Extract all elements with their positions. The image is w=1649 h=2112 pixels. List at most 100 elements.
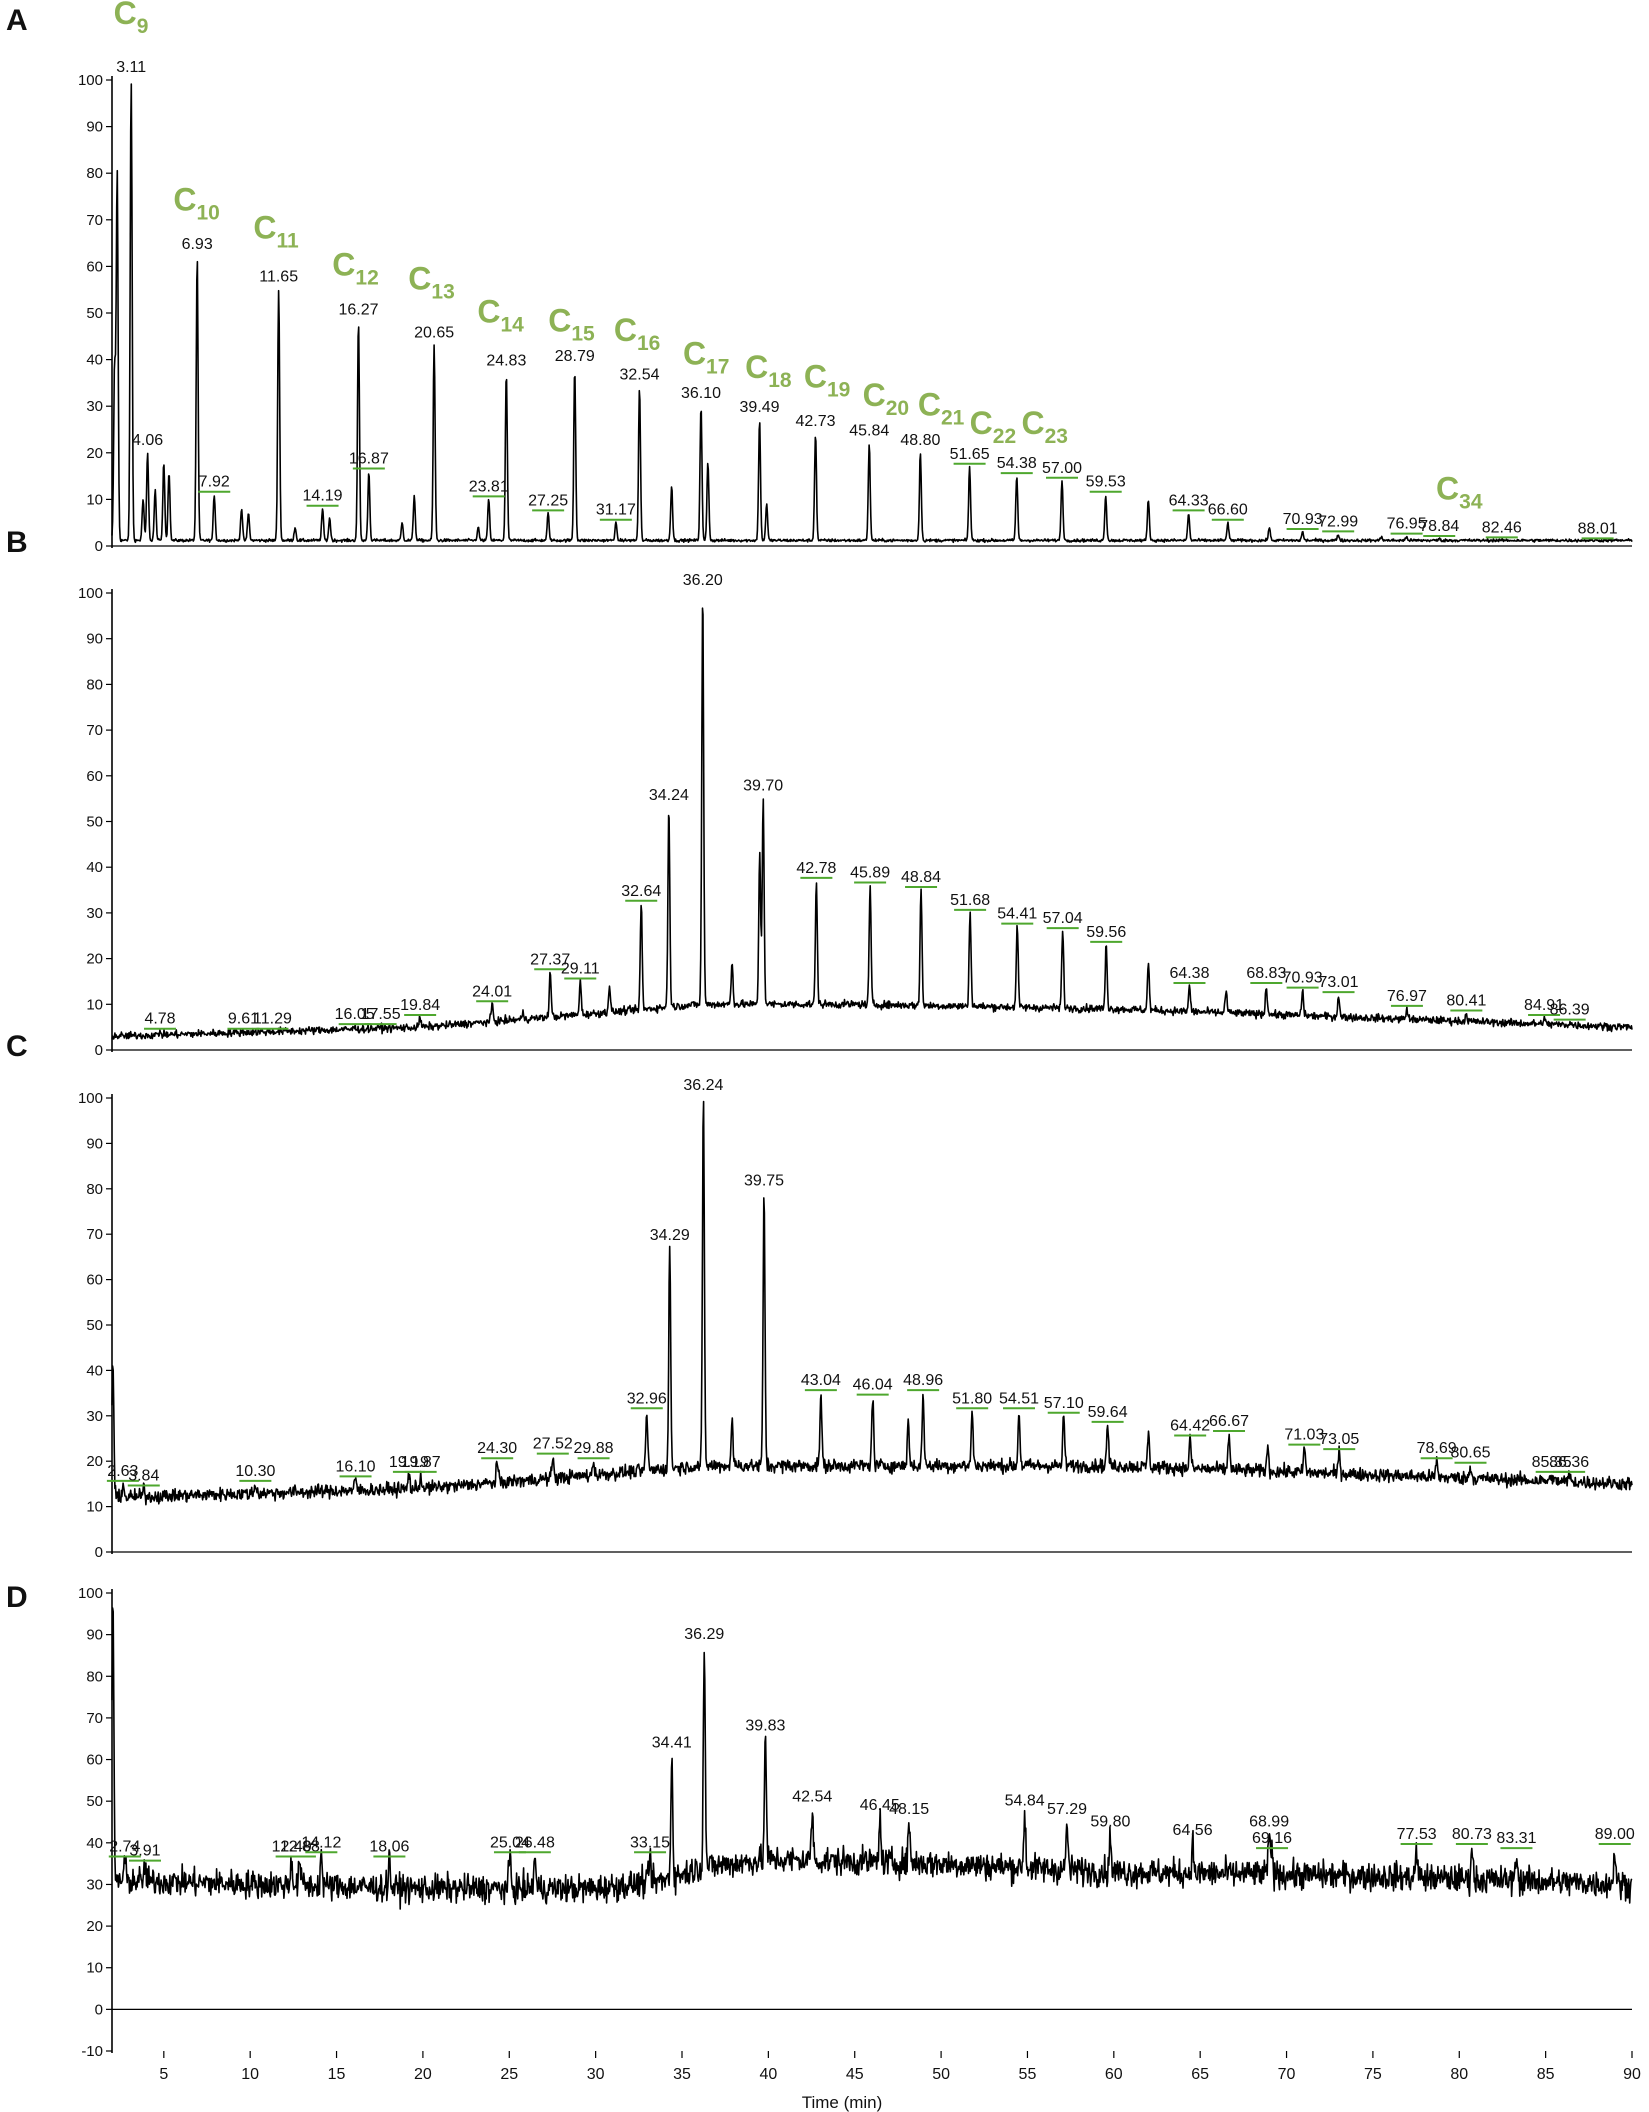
- peak-label: 76.97: [1387, 988, 1427, 1005]
- peak-label: 48.15: [889, 1801, 929, 1818]
- peak-label: 24.83: [486, 353, 526, 370]
- peak-label: 48.96: [903, 1372, 943, 1389]
- peak-label: 66.67: [1209, 1413, 1249, 1430]
- x-tick-label: 20: [414, 2066, 432, 2083]
- peak-label: 57.29: [1047, 1801, 1087, 1818]
- x-tick-label: 80: [1450, 2066, 1468, 2083]
- carbon-number-label: C18: [745, 349, 792, 392]
- chromatogram-trace: [111, 607, 1633, 1040]
- peak-label: 66.60: [1208, 502, 1248, 519]
- peak-label: 57.10: [1044, 1395, 1084, 1412]
- y-tick-label: 40: [86, 1362, 103, 1379]
- x-tick-label: 65: [1191, 2066, 1209, 2083]
- chromatogram-trace: [111, 83, 1633, 544]
- peak-label: 16.05: [335, 1006, 375, 1023]
- peak-label: 59.53: [1086, 474, 1126, 491]
- y-tick-label: 70: [86, 1710, 103, 1727]
- peak-label: 82.46: [1482, 519, 1522, 536]
- peak-label: 68.83: [1246, 965, 1286, 982]
- peak-label: 54.51: [999, 1390, 1039, 1407]
- y-tick-label: 60: [86, 768, 103, 785]
- carbon-number-label: C20: [863, 377, 909, 420]
- x-tick-label: 25: [500, 2066, 518, 2083]
- peak-label: 11.65: [259, 269, 298, 286]
- x-tick-label: 5: [159, 2066, 168, 2083]
- peak-label: 4.78: [144, 1011, 175, 1028]
- carbon-number-label: C9: [114, 0, 149, 38]
- peak-label: 54.38: [997, 455, 1037, 472]
- peak-label: 24.30: [477, 1440, 517, 1457]
- panel-label: C: [6, 1030, 28, 1063]
- peak-label: 68.99: [1249, 1813, 1289, 1830]
- peak-label: 10.30: [235, 1463, 275, 1480]
- peak-label: 9.61: [228, 1011, 259, 1028]
- y-tick-label: 50: [86, 814, 103, 831]
- peak-label: 48.80: [900, 432, 940, 449]
- peak-label: 70.93: [1283, 970, 1323, 987]
- x-tick-label: 70: [1278, 2066, 1296, 2083]
- peak-label: 4.06: [132, 432, 163, 449]
- peak-label: 42.54: [792, 1789, 832, 1806]
- carbon-number-label: C34: [1436, 470, 1483, 513]
- y-tick-label: 90: [86, 119, 103, 136]
- x-tick-label: 40: [759, 2066, 777, 2083]
- peak-label: 27.25: [528, 492, 568, 509]
- peak-label: 36.29: [684, 1626, 724, 1643]
- peak-label: 33.15: [630, 1834, 670, 1851]
- peak-label: 64.56: [1173, 1822, 1213, 1839]
- panel-label: A: [6, 4, 28, 37]
- peak-label: 27.52: [533, 1436, 573, 1453]
- y-tick-label: 60: [86, 1272, 103, 1289]
- peak-label: 19.19: [389, 1454, 429, 1471]
- y-tick-label: -10: [81, 2043, 103, 2060]
- peak-label: 39.70: [743, 778, 783, 795]
- peak-label: 23.81: [469, 478, 509, 495]
- peak-label: 59.64: [1088, 1404, 1128, 1421]
- y-tick-label: 0: [95, 1544, 103, 1561]
- peak-label: 70.93: [1283, 511, 1323, 528]
- peak-label: 86.39: [1550, 1002, 1590, 1019]
- peak-label: 32.96: [627, 1390, 667, 1407]
- x-tick-label: 90: [1623, 2066, 1641, 2083]
- y-tick-label: 100: [78, 72, 103, 89]
- peak-label: 43.04: [801, 1372, 841, 1389]
- peak-label: 27.37: [530, 951, 570, 968]
- peak-label: 36.24: [683, 1077, 723, 1094]
- peak-label: 36.20: [683, 572, 723, 589]
- peak-label: 36.10: [681, 385, 721, 402]
- peak-label: 78.84: [1419, 518, 1459, 535]
- x-tick-label: 15: [328, 2066, 346, 2083]
- peak-label: 42.78: [796, 860, 836, 877]
- carbon-number-label: C23: [1021, 405, 1067, 448]
- peak-label: 11.29: [253, 1011, 292, 1028]
- y-tick-label: 40: [86, 1835, 103, 1852]
- peak-label: 39.49: [740, 399, 780, 416]
- carbon-number-label: C16: [614, 312, 660, 355]
- peak-label: 48.84: [901, 869, 941, 886]
- y-tick-label: 80: [86, 1668, 103, 1685]
- x-tick-label: 10: [241, 2066, 259, 2083]
- carbon-number-label: C17: [683, 335, 729, 378]
- peak-label: 19.87: [401, 1454, 441, 1471]
- carbon-number-label: C11: [253, 209, 299, 252]
- peak-label: 80.41: [1446, 992, 1486, 1009]
- y-tick-label: 20: [86, 445, 103, 462]
- y-tick-label: 80: [86, 1181, 103, 1198]
- y-tick-label: 90: [86, 1135, 103, 1152]
- y-tick-label: 30: [86, 905, 103, 922]
- peak-label: 29.11: [561, 960, 600, 977]
- peak-label: 34.41: [652, 1734, 692, 1751]
- peak-label: 73.05: [1319, 1431, 1359, 1448]
- peak-label: 51.65: [950, 446, 990, 463]
- y-tick-label: 70: [86, 1226, 103, 1243]
- peak-label: 16.87: [349, 450, 389, 467]
- y-tick-label: 90: [86, 1627, 103, 1644]
- x-axis: 5 10 15 20 25 30 35 40 45 50 55 60 65 70 75 80 85 90 Time …: [159, 2051, 1641, 2112]
- peak-label: 51.68: [950, 892, 990, 909]
- y-tick-label: 20: [86, 951, 103, 968]
- peak-label: 59.56: [1086, 924, 1126, 941]
- peak-label: 88.01: [1578, 520, 1618, 537]
- peak-label: 64.42: [1170, 1418, 1210, 1435]
- peak-label: 80.73: [1452, 1826, 1492, 1843]
